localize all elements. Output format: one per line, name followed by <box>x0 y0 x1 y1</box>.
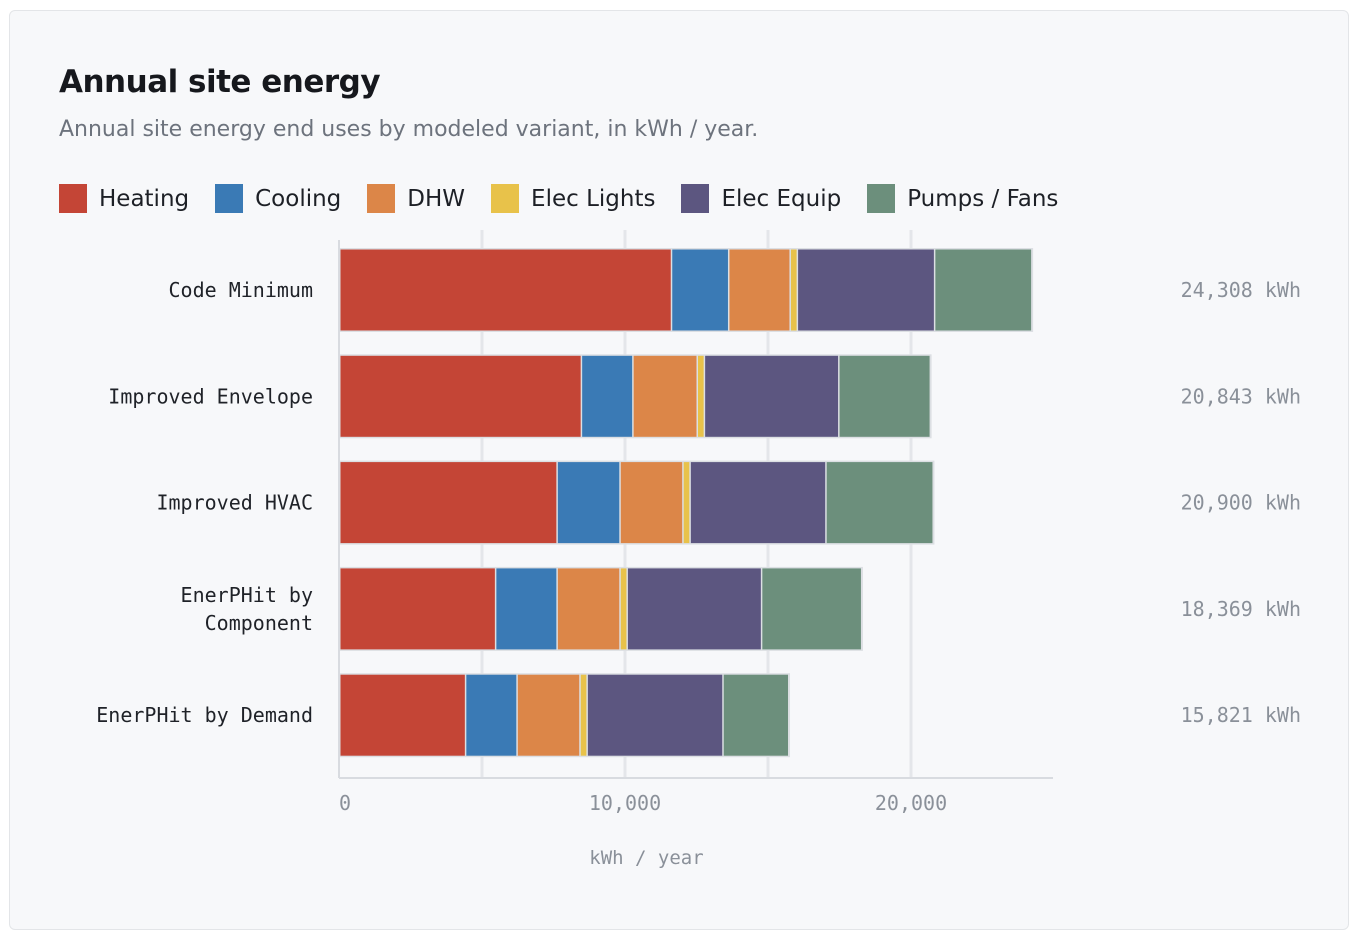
total-label-improved-envelope: 20,843 kWh <box>1181 384 1301 408</box>
legend-swatch-cooling <box>215 184 244 213</box>
bar-enerphit-by-demand-elec-equip <box>587 674 723 756</box>
bar-group-improved-hvac <box>339 460 935 545</box>
category-label-enerphit-by-demand: EnerPHit by Demand <box>96 703 313 727</box>
bar-improved-hvac-cooling <box>557 462 620 544</box>
bar-code-minimum-cooling <box>672 249 728 331</box>
bar-enerphit-by-demand-dhw <box>517 674 580 756</box>
chart-title: Annual site energy <box>59 64 381 100</box>
bar-enerphit-by-demand-heating <box>340 674 465 756</box>
total-label-enerphit-by-component: 18,369 kWh <box>1181 597 1301 621</box>
bar-improved-envelope-elec-lights <box>698 355 704 437</box>
bar-enerphit-by-demand-cooling <box>466 674 517 756</box>
bar-enerphit-by-component-pumps-fans <box>762 568 861 650</box>
bar-group-enerphit-by-demand <box>339 673 791 758</box>
bar-enerphit-by-component-cooling <box>496 568 557 650</box>
bar-enerphit-by-component-dhw <box>557 568 620 650</box>
bar-improved-envelope-pumps-fans <box>839 355 930 437</box>
category-label-code-minimum: Code Minimum <box>169 278 314 302</box>
legend-swatch-dhw <box>367 184 396 213</box>
bar-group-code-minimum <box>339 248 1034 332</box>
chart-legend: Heating Cooling DHW Elec Lights Elec Equip Pu… <box>59 184 1084 213</box>
bar-improved-hvac-dhw <box>620 462 683 544</box>
bar-improved-envelope-heating <box>340 355 581 437</box>
bar-improved-hvac-elec-lights <box>683 462 690 544</box>
total-label-improved-hvac: 20,900 kWh <box>1181 491 1301 515</box>
legend-swatch-elec-equip <box>681 184 710 213</box>
bar-enerphit-by-demand-elec-lights <box>580 674 587 756</box>
total-label-enerphit-by-demand: 15,821 kWh <box>1181 703 1301 727</box>
legend-item-cooling: Cooling <box>215 184 341 213</box>
total-label-code-minimum: 24,308 kWh <box>1181 278 1301 302</box>
legend-item-elec-lights: Elec Lights <box>491 184 655 213</box>
x-tick-label-20000: 20,000 <box>875 791 947 815</box>
legend-item-heating: Heating <box>59 184 189 213</box>
bar-improved-hvac-heating <box>340 462 557 544</box>
category-label-improved-envelope: Improved Envelope <box>108 384 313 408</box>
legend-label-cooling: Cooling <box>255 185 342 212</box>
bar-code-minimum-elec-lights <box>790 249 797 331</box>
bar-enerphit-by-demand-pumps-fans <box>723 674 789 756</box>
x-axis-title: kWh / year <box>589 847 703 869</box>
bar-improved-hvac-elec-equip <box>690 462 826 544</box>
bar-code-minimum-heating <box>340 249 671 331</box>
category-label-improved-hvac: Improved HVAC <box>156 491 313 515</box>
stacked-bar-chart: Code Minimum 24,308 kWh Improved Envelope 2… <box>96 230 1301 869</box>
bar-improved-envelope-elec-equip <box>705 355 839 437</box>
bar-code-minimum-dhw <box>729 249 790 331</box>
category-label-enerphit-by-component-line-1: EnerPHit by <box>181 583 313 607</box>
bar-improved-envelope-cooling <box>582 355 633 437</box>
x-tick-label-10000: 10,000 <box>589 791 661 815</box>
legend-label-elec-equip: Elec Equip <box>721 185 842 212</box>
legend-item-pumps-fans: Pumps / Fans <box>867 184 1058 213</box>
legend-item-dhw: DHW <box>367 184 465 213</box>
bar-enerphit-by-component-heating <box>340 568 495 650</box>
bar-enerphit-by-component-elec-lights <box>620 568 627 650</box>
bar-code-minimum-elec-equip <box>798 249 934 331</box>
bar-improved-hvac-pumps-fans <box>826 462 933 544</box>
legend-item-elec-equip: Elec Equip <box>681 184 841 213</box>
legend-label-elec-lights: Elec Lights <box>531 185 656 212</box>
x-tick-label-0: 0 <box>339 791 351 815</box>
legend-swatch-heating <box>59 184 87 213</box>
bar-enerphit-by-component-elec-equip <box>627 568 761 650</box>
legend-label-pumps-fans: Pumps / Fans <box>907 185 1059 212</box>
chart-subtitle: Annual site energy end uses by modeled v… <box>59 117 759 142</box>
bar-code-minimum-pumps-fans <box>935 249 1032 331</box>
bar-improved-envelope-dhw <box>633 355 697 437</box>
bar-group-enerphit-by-component <box>339 566 863 651</box>
legend-swatch-pumps-fans <box>867 184 896 213</box>
legend-label-heating: Heating <box>99 185 190 212</box>
category-label-enerphit-by-component-line-2: Component <box>205 611 313 635</box>
bar-group-improved-envelope <box>339 354 932 439</box>
legend-label-dhw: DHW <box>407 185 466 212</box>
legend-swatch-elec-lights <box>491 184 520 213</box>
